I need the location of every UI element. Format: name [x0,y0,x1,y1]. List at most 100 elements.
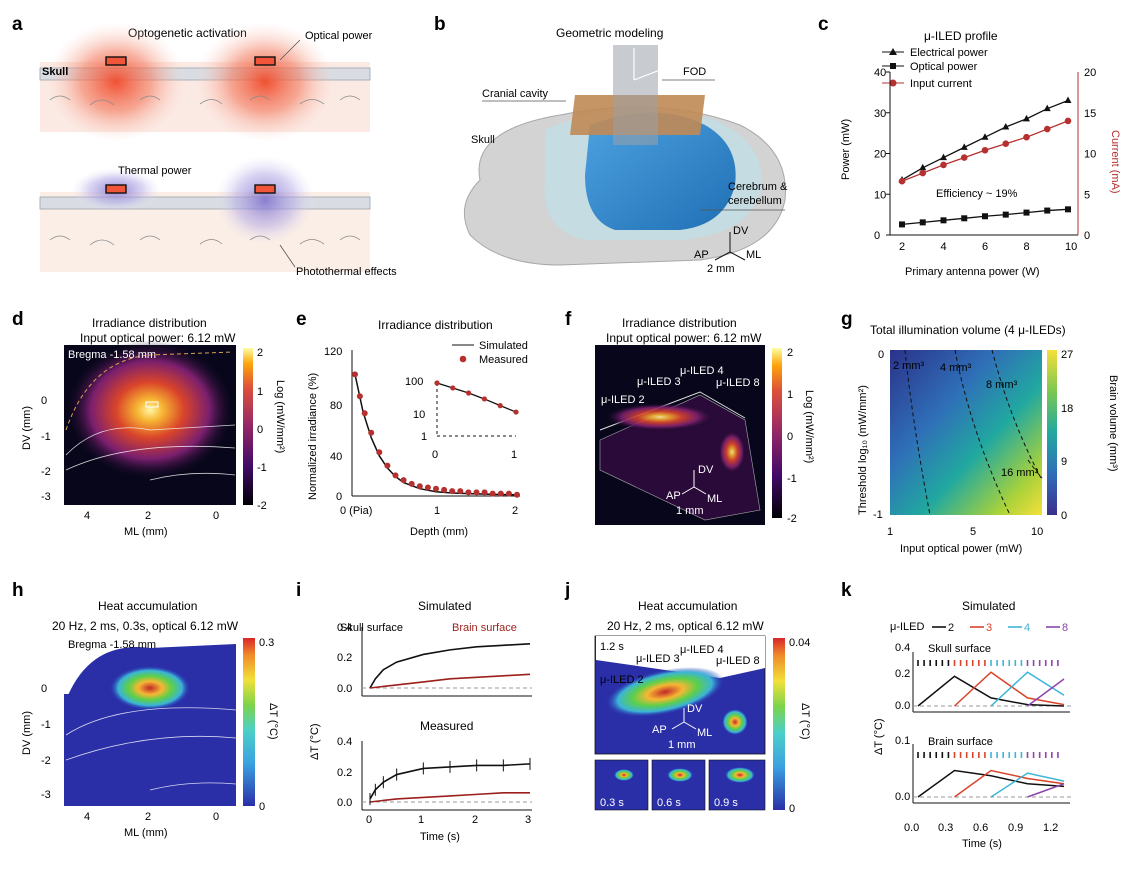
axis-ml-label: ML [707,493,722,505]
panel-label: j [564,580,570,601]
cerebrum-label: Cerebrum & [728,181,788,193]
panel-k: k Simulated μ-ILED 2 3 4 8 Skull surface Br… [841,580,1072,850]
skull-label: Skull [42,66,68,78]
y-tick: 0.0 [895,791,910,803]
measured-point [449,488,456,495]
data-point [1043,125,1051,133]
panel-d-subtitle: Input optical power: 6.12 mW [80,331,236,345]
axis-ap [681,486,695,495]
brain-surface-label: Brain surface [928,736,993,748]
led-label: μ-ILED 8 [716,655,760,667]
measured-point [505,490,512,497]
measured-point [481,489,488,496]
x-tick-label: 2 [899,241,905,253]
inset-x-tick: 1 [511,449,517,461]
panel-f: f Irradiance distribution Input optical … [565,309,815,525]
thumbnail-glow [667,768,693,782]
data-point [898,177,906,185]
data-point [1023,133,1030,141]
x-tick: 0.0 [904,822,919,834]
cbar-tick: -1 [257,462,267,474]
brain-contours [65,424,236,481]
heat-glow [722,709,748,735]
cbar-label: Brain volume (mm³) [1107,375,1119,472]
data-point [960,154,968,161]
measured-point [392,472,399,479]
y-axis-label: ΔT (°C) [309,723,321,760]
series-line [901,99,1069,181]
irradiance-glow [605,403,715,431]
optical-power-label: Optical power [305,30,373,42]
led-label: μ-ILED 3 [636,653,680,665]
data-point [1044,207,1051,214]
panel-d: d Irradiance distribution Input optical … [12,309,286,538]
x-tick-label: 6 [982,241,988,253]
inset-y-tick: 10 [413,409,425,421]
panel-label: h [12,580,24,601]
y-axis-label: DV (mm) [21,406,33,450]
panel-h-subtitle: 20 Hz, 2 ms, 0.3s, optical 6.12 mW [52,619,239,633]
legend: Electrical power Optical power Input cur… [882,47,988,90]
y-axis-label: DV (mm) [21,711,33,755]
x-axis-label: Primary antenna power (W) [905,266,1040,278]
panel-label: f [565,309,572,330]
data-point [960,143,968,150]
optical-glow [46,22,186,142]
volume-heatmap [890,350,1042,515]
legend: 2 3 4 8 [932,622,1068,634]
data-point [961,215,968,222]
panel-label: a [12,14,23,35]
x-tick: 0 [213,510,219,522]
cbar-tick: 2 [787,347,793,359]
cbar-tick: 9 [1061,456,1067,468]
axis-ml [693,486,707,495]
measured-point [441,486,448,493]
x-tick: 0.3 [938,822,953,834]
neuron-dendrites [49,95,361,106]
thumbnail-time: 0.6 s [657,797,681,809]
thumbnail-glow [725,767,755,783]
x-tick: 0 [213,811,219,823]
measured-point [473,489,480,496]
data-point [982,213,988,220]
heat-glow [110,666,190,710]
legend-label: 3 [986,622,992,634]
y-tick-label-right: 20 [1084,67,1096,79]
chart-k-bottom [912,744,1072,804]
time-label: 1.2 s [600,641,624,653]
led-chip [254,56,276,66]
panel-f-subtitle: Input optical power: 6.12 mW [606,331,762,345]
data-point [1064,117,1072,125]
contour-label: 2 mm³ [893,360,925,372]
x-tick: 5 [970,526,976,538]
cbar-tick: -1 [787,473,797,485]
data-point [940,153,947,161]
bregma-label: Bregma -1.58 mm [68,639,156,651]
y-tick: 0.4 [895,642,910,654]
x-tick-label: 4 [941,241,947,253]
panel-g: g Total illumination volume (4 μ-ILEDs) … [841,309,1119,555]
data-point [981,133,989,140]
skull-surface-label: Skull surface [340,622,403,634]
legend-label: 2 [948,622,954,634]
inset-y-tick: 1 [421,431,427,443]
callout-line [279,244,296,268]
cbar-tick: -2 [787,513,797,525]
axis-ap-label: AP [694,249,709,261]
data-point [1065,206,1071,213]
heat-map-outside [596,636,765,678]
y-axis-label-left: Power (mW) [840,119,852,180]
colorbar [773,638,785,810]
chart-e-plot [351,350,520,498]
led-label: μ-ILED 4 [680,644,724,656]
axis-ap [671,721,685,730]
x-tick: 2 [145,811,151,823]
led-label: μ-ILED 8 [716,377,760,389]
panel-h: h Heat accumulation 20 Hz, 2 ms, 0.3s, o… [12,580,279,839]
cbar-tick: 0 [1061,510,1067,522]
scale-label: 1 mm [668,739,696,751]
cbar-label: Log (mW/mm²) [274,380,286,453]
data-point [1002,140,1010,148]
y-tick: 0 [878,349,884,361]
cbar-tick: 0.04 [789,637,810,649]
